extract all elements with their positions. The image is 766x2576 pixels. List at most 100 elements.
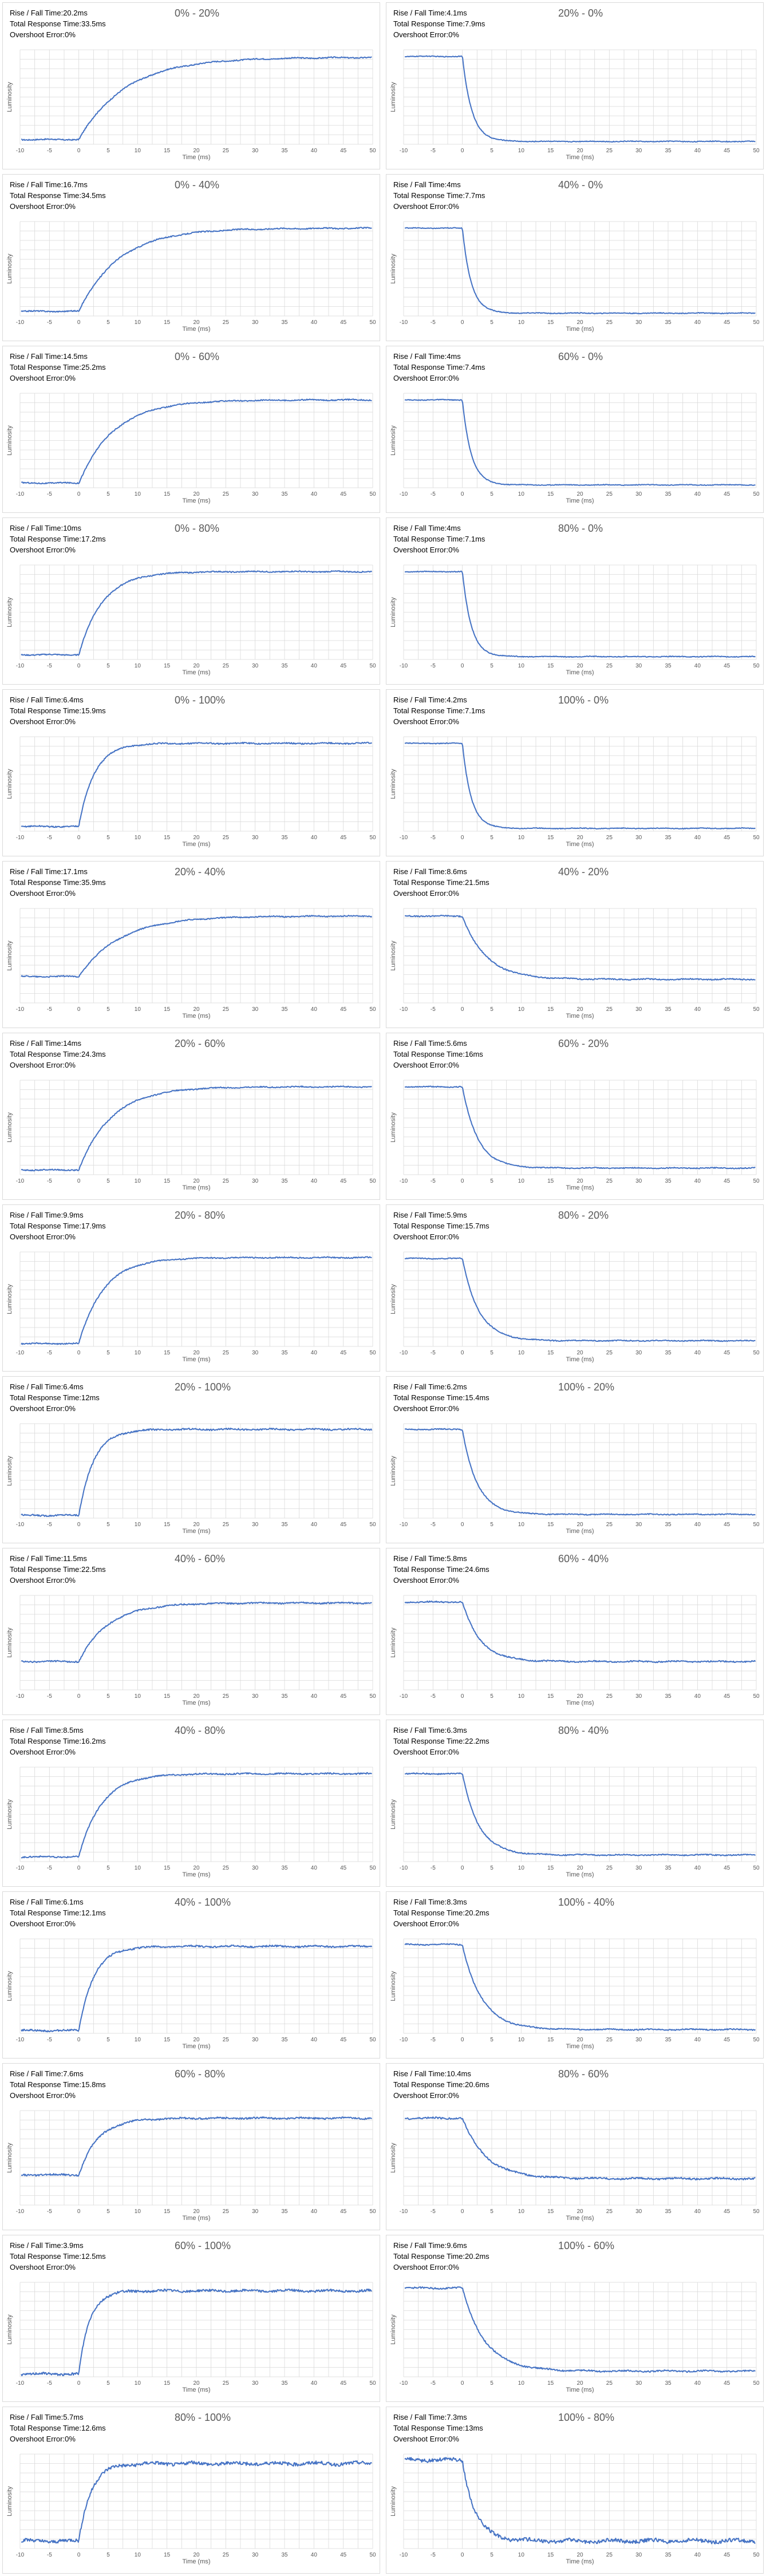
overshoot-error-value: 0% bbox=[448, 30, 459, 39]
x-tick-label: 5 bbox=[490, 2208, 493, 2215]
chart-panel: Rise / Fall Time:8.5ms Total Response Tim… bbox=[2, 1720, 380, 1887]
rise-fall-time: Rise / Fall Time:17.1ms bbox=[10, 866, 106, 877]
x-tick-label: 25 bbox=[223, 2037, 230, 2043]
x-tick-label: 15 bbox=[164, 2037, 171, 2043]
response-stats: Rise / Fall Time:5.9ms Total Response Tim… bbox=[393, 1210, 489, 1242]
chart-title: 100% - 0% bbox=[558, 694, 609, 706]
total-response-time-value: 7.7ms bbox=[465, 191, 485, 200]
x-tick-label: -5 bbox=[431, 835, 436, 841]
x-tick-label: 40 bbox=[694, 1865, 701, 1871]
x-tick-label: 20 bbox=[577, 663, 583, 669]
x-tick-label: 30 bbox=[635, 2552, 642, 2558]
x-tick-label: -5 bbox=[431, 319, 436, 326]
rise-fall-time: Rise / Fall Time:4.1ms bbox=[393, 7, 485, 18]
response-stats: Rise / Fall Time:5.8ms Total Response Tim… bbox=[393, 1553, 489, 1586]
rise-fall-time: Rise / Fall Time:5.8ms bbox=[393, 1553, 489, 1564]
overshoot-error-value: 0% bbox=[448, 717, 459, 726]
rise-fall-time-label: Rise / Fall Time: bbox=[10, 1554, 64, 1563]
x-tick-label: 45 bbox=[724, 2552, 731, 2558]
response-stats: Rise / Fall Time:14.5ms Total Response Ti… bbox=[10, 351, 106, 384]
overshoot-error-value: 0% bbox=[448, 1404, 459, 1413]
total-response-time-value: 20.2ms bbox=[465, 2252, 489, 2261]
x-tick-label: 30 bbox=[635, 1865, 642, 1871]
x-tick-label: -5 bbox=[47, 148, 52, 154]
rise-fall-time: Rise / Fall Time:6.2ms bbox=[393, 1381, 489, 1392]
x-tick-label: 30 bbox=[635, 2037, 642, 2043]
x-tick-label: -10 bbox=[400, 491, 408, 497]
chart-title: 0% - 60% bbox=[175, 351, 220, 362]
x-axis-label: Time (ms) bbox=[182, 326, 210, 333]
y-axis-label: Luminosity bbox=[390, 1971, 397, 2001]
x-tick-label: -5 bbox=[431, 148, 436, 154]
overshoot-error-label: Overshoot Error: bbox=[393, 2263, 449, 2271]
y-axis-label: Luminosity bbox=[390, 769, 397, 799]
rise-fall-time: Rise / Fall Time:5.9ms bbox=[393, 1210, 489, 1220]
overshoot-error-value: 0% bbox=[65, 546, 76, 554]
x-axis-label: Time (ms) bbox=[182, 2558, 210, 2565]
x-axis-label: Time (ms) bbox=[566, 1700, 594, 1706]
overshoot-error-value: 0% bbox=[65, 202, 76, 211]
rise-fall-time-label: Rise / Fall Time: bbox=[10, 9, 64, 17]
rise-fall-time-label: Rise / Fall Time: bbox=[393, 1726, 447, 1735]
x-tick-label: 40 bbox=[694, 1006, 701, 1013]
rise-fall-time-label: Rise / Fall Time: bbox=[10, 1382, 64, 1391]
total-response-time-label: Total Response Time: bbox=[393, 19, 465, 28]
x-tick-label: 10 bbox=[135, 1693, 141, 1700]
x-tick-label: 15 bbox=[547, 2208, 554, 2215]
rise-fall-time: Rise / Fall Time:6.4ms bbox=[10, 694, 106, 705]
rise-fall-time: Rise / Fall Time:14ms bbox=[10, 1038, 106, 1049]
overshoot-error: Overshoot Error:0% bbox=[393, 2433, 483, 2444]
rise-fall-time-label: Rise / Fall Time: bbox=[393, 696, 447, 704]
line-chart: -10 -5 0 5 10 15 20 25 30 35 40 45 50 Time (ms) Lumino… bbox=[6, 1423, 376, 1535]
total-response-time: Total Response Time:16ms bbox=[393, 1049, 483, 1060]
rise-fall-time-label: Rise / Fall Time: bbox=[10, 2241, 64, 2250]
x-tick-label: 30 bbox=[252, 1350, 259, 1356]
x-tick-label: -10 bbox=[16, 1693, 25, 1700]
total-response-time: Total Response Time:20.6ms bbox=[393, 2079, 489, 2090]
chart-title: 100% - 80% bbox=[558, 2412, 615, 2423]
rise-fall-time-value: 16.7ms bbox=[63, 180, 88, 189]
x-tick-label: -10 bbox=[16, 835, 25, 841]
x-tick-label: 25 bbox=[223, 491, 230, 497]
total-response-time-value: 17.9ms bbox=[81, 1222, 106, 1230]
x-tick-label: 5 bbox=[490, 1350, 493, 1356]
x-tick-label: 30 bbox=[252, 1006, 259, 1013]
overshoot-error-value: 0% bbox=[65, 2091, 76, 2100]
x-tick-label: 5 bbox=[106, 1522, 110, 1528]
y-axis-label: Luminosity bbox=[390, 941, 397, 971]
luminosity-series-line bbox=[21, 398, 372, 485]
overshoot-error: Overshoot Error:0% bbox=[10, 716, 106, 727]
luminosity-series-line bbox=[21, 570, 373, 657]
x-tick-label: 25 bbox=[606, 1350, 613, 1356]
x-axis-label: Time (ms) bbox=[566, 2387, 594, 2393]
total-response-time-label: Total Response Time: bbox=[10, 706, 82, 715]
luminosity-series-line bbox=[21, 1772, 372, 1859]
chart-title: 40% - 100% bbox=[175, 1897, 231, 1908]
rise-fall-time-label: Rise / Fall Time: bbox=[10, 1726, 64, 1735]
response-stats: Rise / Fall Time:6.4ms Total Response Tim… bbox=[10, 694, 106, 727]
response-stats: Rise / Fall Time:4.1ms Total Response Tim… bbox=[393, 7, 485, 40]
x-tick-label: -10 bbox=[400, 2552, 408, 2558]
chart-panel: Rise / Fall Time:7.3ms Total Response Tim… bbox=[386, 2407, 764, 2574]
chart-title: 40% - 0% bbox=[558, 179, 603, 191]
x-axis-label: Time (ms) bbox=[182, 1356, 210, 1363]
overshoot-error-value: 0% bbox=[448, 1919, 459, 1928]
x-tick-label: -10 bbox=[400, 2380, 408, 2387]
total-response-time-value: 22.5ms bbox=[81, 1565, 106, 1574]
x-tick-label: 5 bbox=[106, 2380, 110, 2387]
x-tick-label: 5 bbox=[106, 148, 110, 154]
rise-fall-time: Rise / Fall Time:14.5ms bbox=[10, 351, 106, 362]
total-response-time-value: 15.8ms bbox=[81, 2080, 106, 2089]
x-tick-label: 15 bbox=[164, 1865, 171, 1871]
x-tick-label: 20 bbox=[577, 319, 583, 326]
total-response-time-value: 33.5ms bbox=[81, 19, 106, 28]
x-tick-label: 35 bbox=[281, 319, 288, 326]
x-tick-label: 15 bbox=[547, 491, 554, 497]
rise-fall-time-label: Rise / Fall Time: bbox=[393, 524, 447, 532]
x-tick-label: 40 bbox=[311, 1865, 318, 1871]
line-chart: -10 -5 0 5 10 15 20 25 30 35 40 45 50 Time (ms) Lumino… bbox=[390, 221, 760, 333]
x-tick-label: -10 bbox=[400, 1693, 408, 1700]
overshoot-error: Overshoot Error:0% bbox=[10, 1575, 106, 1586]
x-tick-label: -5 bbox=[47, 1006, 52, 1013]
x-tick-label: 5 bbox=[490, 1178, 493, 1184]
